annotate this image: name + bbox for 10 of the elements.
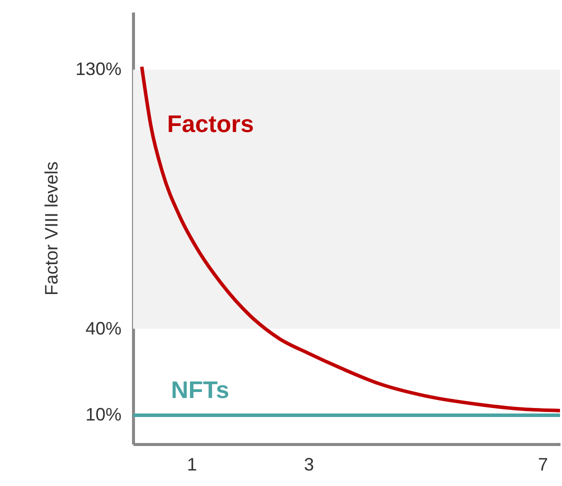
series-label: Factors	[167, 111, 254, 138]
y-tick-label: 40%	[85, 318, 122, 338]
x-tick-label: 7	[538, 454, 548, 474]
line-series	[140, 64, 562, 412]
x-tick-label: 3	[304, 454, 314, 474]
x-tick-label: 1	[186, 454, 197, 474]
y-axis-title: Factor VIII levels	[41, 161, 62, 296]
series-label: NFTs	[171, 377, 230, 404]
y-tick-label: 10%	[85, 404, 122, 425]
y-tick-label: 130%	[75, 59, 122, 80]
